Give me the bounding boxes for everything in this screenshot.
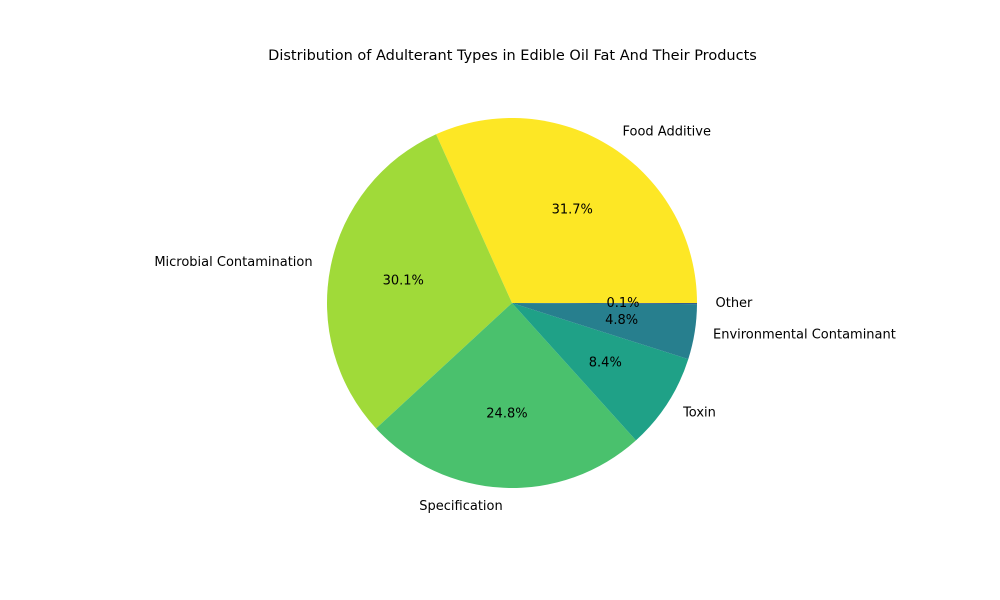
slice-label-toxin: Toxin	[682, 406, 716, 421]
pct-label-food-additive: 31.7%	[552, 202, 593, 217]
pie-slice-specification	[376, 303, 636, 488]
pie-slice-microbial-contamination	[326, 134, 512, 429]
slice-label-specification: Specification	[419, 499, 502, 514]
pct-label-microbial-contamination: 30.1%	[383, 273, 424, 288]
pie-slice-food-additive	[436, 118, 697, 303]
pie-slice-toxin	[512, 303, 689, 441]
pie-slices	[326, 118, 697, 488]
slice-label-other: Other	[715, 296, 753, 311]
slice-label-microbial-contamination: Microbial Contamination	[154, 255, 312, 270]
pie-labels: Food Additive 31.7% Microbial Contaminatio…	[154, 125, 896, 514]
pct-label-toxin: 8.4%	[589, 356, 622, 371]
chart-title: Distribution of Adulterant Types in Edib…	[268, 48, 757, 64]
pie-slice-environmental-contaminant	[512, 303, 697, 360]
slice-label-environmental-contaminant: Environmental Contaminant	[713, 327, 896, 342]
pie-slice-other	[512, 303, 697, 305]
slice-label-food-additive: Food Additive	[622, 125, 711, 140]
pct-label-specification: 24.8%	[486, 406, 527, 421]
pct-label-other: 0.1%	[606, 296, 639, 311]
pct-label-environmental-contaminant: 4.8%	[605, 313, 638, 328]
